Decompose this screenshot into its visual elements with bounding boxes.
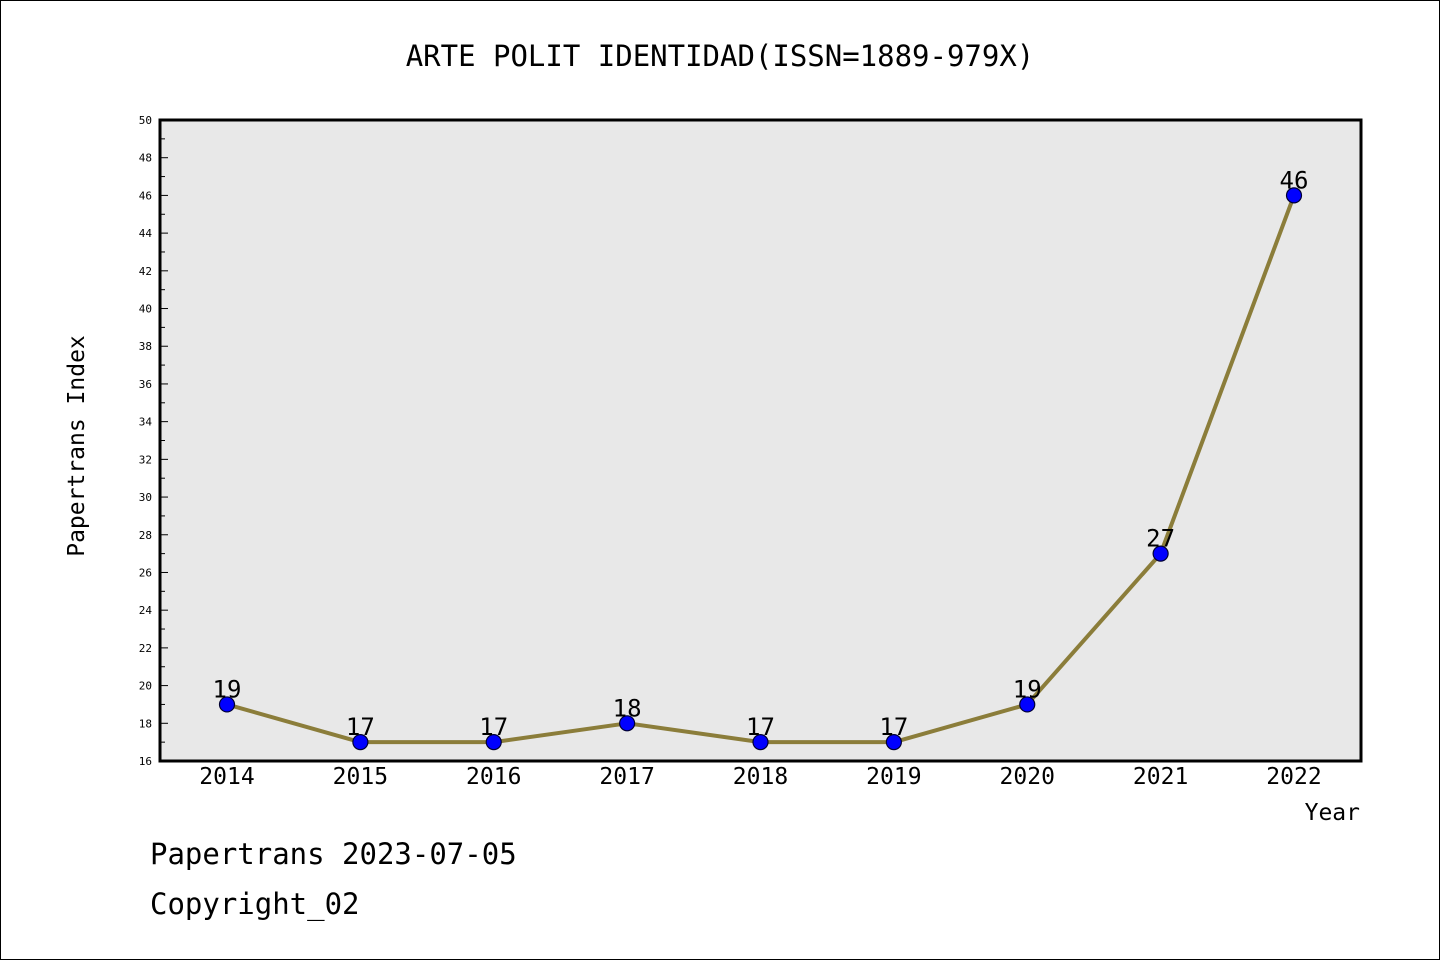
x-tick-label: 2020 — [1000, 764, 1055, 790]
x-tick-label: 2015 — [333, 764, 388, 790]
y-tick-label: 38 — [139, 340, 152, 353]
y-tick-label: 44 — [139, 227, 153, 240]
y-tick-label: 36 — [139, 378, 152, 391]
plot-area — [158, 118, 1363, 763]
y-tick-label: 40 — [139, 303, 152, 316]
chart-title: ARTE POLIT IDENTIDAD(ISSN=1889-979X) — [406, 39, 1035, 73]
x-axis-label: Year — [1305, 800, 1360, 826]
y-tick-label: 28 — [139, 529, 152, 542]
data-point — [485, 734, 502, 751]
x-tick-label: 2019 — [866, 764, 921, 790]
data-point — [1285, 187, 1303, 204]
y-tick-label: 46 — [139, 189, 152, 202]
data-label: 17 — [746, 713, 775, 741]
y-tick-label: 50 — [139, 114, 152, 127]
data-markers — [218, 187, 1303, 751]
y-tick-label: 48 — [139, 152, 152, 165]
x-tick-label: 2018 — [733, 764, 788, 790]
y-axis: 16 18 20 22 24 26 28 30 32 34 36 38 40 42 44 46 48 50 — [139, 114, 168, 768]
data-label: 46 — [1280, 166, 1309, 194]
data-label: 18 — [613, 694, 642, 722]
data-label: 27 — [1146, 525, 1175, 553]
x-tick-label: 2022 — [1266, 764, 1321, 790]
y-tick-label: 20 — [139, 680, 152, 693]
data-labels: 19 17 17 18 17 17 19 27 46 — [213, 166, 1309, 741]
data-label: 17 — [879, 713, 908, 741]
data-point — [619, 715, 636, 732]
x-tick-label: 2014 — [199, 764, 254, 790]
data-point — [1152, 545, 1169, 562]
y-axis-label: Papertrans Index — [64, 335, 90, 557]
y-tick-label: 42 — [139, 265, 152, 278]
data-point — [752, 734, 769, 751]
x-tick-label: 2016 — [466, 764, 521, 790]
data-point — [352, 734, 369, 751]
y-tick-label: 16 — [139, 755, 152, 768]
y-tick-label: 34 — [139, 416, 153, 429]
y-tick-label: 22 — [139, 642, 152, 655]
footer-date: Papertrans 2023-07-05 — [150, 837, 517, 871]
data-label: 19 — [213, 675, 242, 703]
y-tick-label: 18 — [139, 717, 152, 730]
y-tick-label: 32 — [139, 453, 152, 466]
x-tick-label: 2017 — [599, 764, 654, 790]
footer-copyright: Copyright_02 — [150, 887, 360, 922]
data-point — [885, 734, 902, 751]
x-axis: 2014 2015 2016 2017 2018 2019 2020 2021 2022 — [199, 764, 1321, 790]
data-label: 17 — [346, 713, 375, 741]
x-tick-label: 2021 — [1133, 764, 1188, 790]
y-tick-label: 30 — [139, 491, 152, 504]
data-point — [218, 696, 236, 713]
y-tick-label: 24 — [139, 604, 153, 617]
data-point — [1019, 696, 1036, 713]
data-label: 17 — [479, 713, 508, 741]
y-tick-label: 26 — [139, 566, 152, 579]
data-label: 19 — [1013, 675, 1042, 703]
